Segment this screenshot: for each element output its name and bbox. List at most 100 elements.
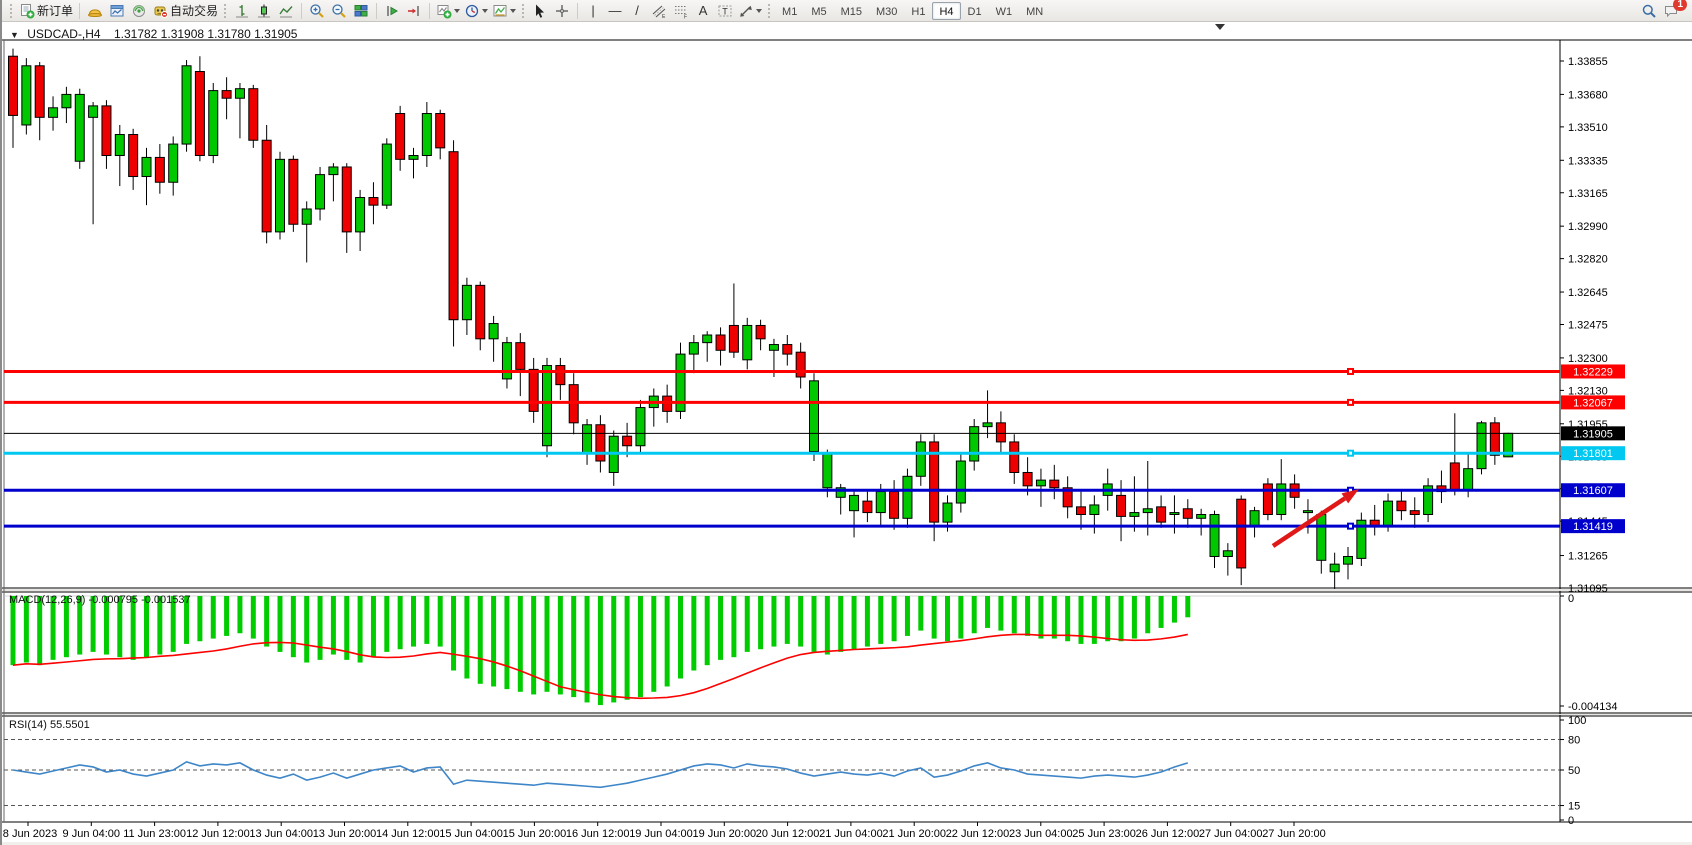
macd-bar — [945, 596, 950, 642]
chart-title[interactable]: ▼ USDCAD-,H4 1.31782 1.31908 1.31780 1.3… — [10, 27, 297, 41]
autotrading-button[interactable]: 自动交易 — [150, 1, 220, 21]
price-badge — [1561, 519, 1625, 534]
svg-text:1.32645: 1.32645 — [1568, 287, 1608, 299]
chat-button[interactable]: 1 — [1660, 0, 1687, 21]
macd-bar — [1011, 596, 1017, 634]
periods-button[interactable] — [462, 1, 490, 21]
timeframe-mn-button[interactable]: MN — [1026, 5, 1044, 18]
svg-text:27 Jun 20:00: 27 Jun 20:00 — [1262, 828, 1326, 840]
macd-bar — [611, 596, 617, 703]
candle — [875, 491, 886, 514]
fibonacci-icon: F — [675, 5, 687, 19]
candle — [435, 113, 446, 149]
candle — [1009, 441, 1020, 473]
macd-bar — [317, 596, 323, 660]
zoom-in-button[interactable] — [306, 1, 328, 21]
horizontal-line-tool-button[interactable]: — — [604, 1, 626, 21]
horizontal-line-icon: — — [608, 2, 622, 18]
new-order-icon — [21, 3, 35, 18]
candle — [862, 500, 873, 514]
indicators-button[interactable] — [434, 1, 462, 21]
arrow-annotation-head[interactable] — [1341, 489, 1359, 504]
timeframe-m5-button[interactable]: M5 — [811, 5, 827, 18]
new-order-button[interactable]: 新订单 — [17, 1, 75, 21]
templates-button[interactable] — [490, 1, 518, 21]
candle — [1329, 563, 1340, 573]
text-label-tool-button[interactable]: T — [714, 1, 736, 21]
toolbar-grip[interactable] — [9, 2, 14, 19]
arrows-tool-button[interactable] — [736, 1, 764, 21]
svg-text:0: 0 — [1568, 593, 1574, 605]
macd-bar — [904, 596, 910, 636]
svg-text:1.32130: 1.32130 — [1568, 385, 1608, 397]
candle — [88, 105, 99, 118]
candlestick-chart-button[interactable] — [253, 1, 275, 21]
candle — [1035, 479, 1046, 487]
svg-text:1.32475: 1.32475 — [1568, 320, 1608, 332]
strategy-tester-button[interactable] — [106, 1, 128, 21]
auto-scroll-button[interactable] — [381, 1, 403, 21]
candle — [61, 93, 72, 109]
candle — [21, 65, 32, 126]
macd-bar — [184, 596, 190, 644]
toolbar-separator — [429, 2, 431, 19]
line-chart-button[interactable] — [275, 1, 297, 21]
text-tool-button[interactable]: A — [692, 1, 714, 21]
toolbar-separator — [301, 2, 303, 19]
toolbar-grip[interactable] — [767, 2, 773, 19]
timeframe-m1-button[interactable]: M1 — [782, 5, 798, 18]
timeframe-h4-button[interactable]: H4 — [932, 1, 961, 20]
vertical-line-tool-button[interactable]: | — [582, 1, 604, 21]
chart-shift-button[interactable] — [403, 1, 425, 21]
timeframe-m30-button[interactable]: M30 — [876, 5, 898, 18]
toolbar-grip[interactable] — [223, 2, 229, 19]
panel-splitter[interactable] — [2, 714, 1692, 715]
timeframe-w1-button[interactable]: W1 — [995, 5, 1013, 18]
macd-bar — [597, 596, 603, 706]
metaeditor-button[interactable] — [84, 1, 106, 21]
price-badge — [1561, 426, 1625, 441]
macd-bar — [891, 596, 897, 642]
tile-windows-button[interactable] — [350, 1, 372, 21]
svg-text:50: 50 — [1568, 765, 1580, 777]
svg-text:19 Jun 20:00: 19 Jun 20:00 — [692, 828, 756, 840]
cursor-tool-button[interactable] — [529, 1, 551, 21]
svg-text:-0.004134: -0.004134 — [1568, 701, 1618, 713]
candle — [675, 353, 686, 412]
candle — [368, 197, 379, 206]
channel-tool-button[interactable]: E — [648, 1, 670, 21]
zoom-out-button[interactable] — [328, 1, 350, 21]
zoom-out-icon — [332, 3, 346, 18]
chart-shift-marker[interactable] — [1215, 24, 1225, 30]
candle — [1116, 494, 1127, 517]
macd-bar — [971, 596, 977, 634]
panel-splitter[interactable] — [2, 589, 1692, 591]
timeframe-m15-button[interactable]: M15 — [840, 5, 862, 18]
crosshair-tool-button[interactable] — [551, 1, 573, 21]
macd-bar — [637, 596, 643, 698]
trendline-tool-button[interactable]: / — [626, 1, 648, 21]
chart-canvas[interactable]: 1.33855 1.33680 1.33510 1.33335 1.33165 1.329… — [2, 22, 1692, 845]
timeframe-d1-button[interactable]: D1 — [967, 5, 982, 18]
candle — [515, 342, 526, 370]
candle — [635, 407, 646, 447]
macd-bar — [411, 596, 416, 647]
candle — [488, 323, 499, 340]
macd-bar — [90, 596, 96, 652]
arrow-annotation[interactable] — [1271, 496, 1347, 548]
community-button[interactable] — [128, 1, 150, 21]
timeframe-h1-button[interactable]: H1 — [911, 5, 926, 18]
svg-text:1.31265: 1.31265 — [1568, 551, 1608, 563]
chevron-down-icon: ▼ — [10, 30, 19, 40]
svg-text:27 Jun 04:00: 27 Jun 04:00 — [1199, 828, 1263, 840]
svg-text:13 Jun 20:00: 13 Jun 20:00 — [313, 828, 377, 840]
candle — [955, 460, 966, 504]
search-button[interactable] — [1638, 1, 1660, 21]
chat-unread-badge: 1 — [1673, 0, 1687, 11]
candle — [969, 426, 980, 462]
macd-bar — [77, 596, 83, 655]
bar-chart-button[interactable] — [231, 1, 253, 21]
fibonacci-tool-button[interactable]: F — [670, 1, 692, 21]
toolbar-grip[interactable] — [521, 2, 527, 19]
candle — [742, 324, 753, 361]
